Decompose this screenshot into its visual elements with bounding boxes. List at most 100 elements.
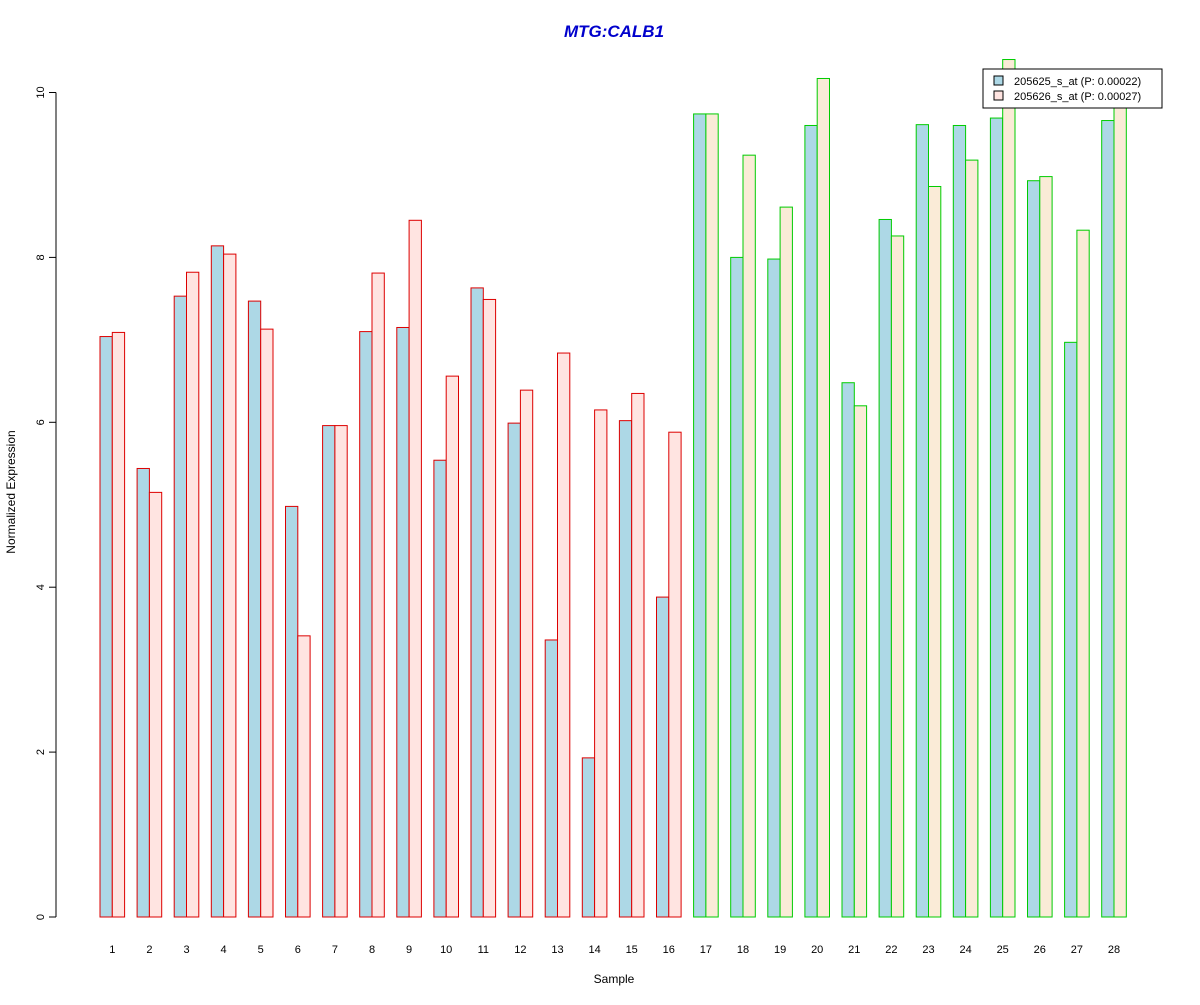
bar-205625-sample-19 — [767, 258, 781, 918]
x-tick-label: 2 — [146, 944, 152, 956]
y-tick-label: 2 — [35, 749, 47, 755]
bar-205625-sample-1 — [99, 336, 113, 918]
bar-205626-sample-16 — [668, 431, 682, 918]
bar-205626-sample-11 — [482, 298, 497, 918]
bar-205626-sample-13 — [557, 352, 571, 918]
x-tick-label: 14 — [588, 944, 600, 956]
bar-205625-sample-28 — [1101, 120, 1115, 918]
y-axis-label: Normalized Expression — [4, 430, 18, 553]
bar-205626-sample-21 — [853, 405, 868, 918]
x-tick-label: 8 — [369, 944, 375, 956]
bar-205625-sample-25 — [989, 117, 1004, 918]
bar-205626-sample-17 — [705, 113, 719, 918]
bar-205625-sample-9 — [396, 326, 410, 918]
x-tick-label: 1 — [109, 944, 115, 956]
x-tick-label: 6 — [295, 944, 301, 956]
x-tick-label: 27 — [1071, 944, 1083, 956]
bar-205626-sample-23 — [928, 185, 942, 918]
x-tick-label: 4 — [221, 944, 227, 956]
chart-title: MTG:CALB1 — [564, 22, 664, 41]
legend-label-205626: 205626_s_at (P: 0.00027) — [1014, 91, 1141, 103]
bar-205625-sample-15 — [618, 420, 633, 918]
x-tick-label: 17 — [700, 944, 712, 956]
x-tick-labels: 1 2 3 4 5 6 7 8 9 10 11 12 13 14 15 16 17 18 19 20 21 22 23 24 2… — [109, 944, 1120, 956]
y-tick-label: 4 — [35, 584, 47, 590]
y-tick-label: 8 — [35, 254, 47, 260]
bar-205625-sample-21 — [841, 382, 855, 918]
bar-205626-sample-4 — [223, 253, 237, 918]
bar-205625-sample-6 — [285, 505, 299, 918]
bar-205626-sample-9 — [408, 219, 422, 918]
x-tick-label: 25 — [997, 944, 1009, 956]
x-tick-label: 10 — [440, 944, 452, 956]
bar-205626-sample-6 — [297, 635, 311, 918]
bar-205626-sample-24 — [965, 159, 979, 918]
bar-205626-sample-20 — [816, 77, 831, 918]
bar-205625-sample-12 — [507, 422, 521, 918]
legend-box — [982, 68, 1163, 109]
y-tick-label: 6 — [35, 419, 47, 425]
bar-205626-sample-7 — [334, 425, 348, 918]
bar-205626-sample-22 — [890, 235, 905, 918]
x-tick-label: 3 — [183, 944, 189, 956]
legend-label-205625: 205625_s_at (P: 0.00022) — [1014, 76, 1141, 88]
bar-205625-sample-23 — [915, 124, 930, 918]
bar-205625-sample-11 — [470, 287, 484, 918]
x-tick-label: 28 — [1108, 944, 1120, 956]
bar-205626-sample-1 — [111, 331, 126, 918]
x-tick-label: 11 — [478, 944, 489, 956]
x-tick-label: 24 — [959, 944, 971, 956]
bar-205626-sample-27 — [1076, 229, 1090, 918]
x-tick-label: 15 — [626, 944, 638, 956]
bar-205625-sample-10 — [433, 459, 447, 918]
bar-205626-sample-15 — [631, 392, 645, 918]
legend-swatch-205626 — [993, 90, 1004, 101]
bar-205626-sample-28 — [1113, 96, 1127, 918]
x-tick-label: 22 — [885, 944, 897, 956]
bar-205625-sample-14 — [581, 757, 596, 918]
bar-205625-sample-13 — [544, 639, 559, 918]
y-tick-label: 10 — [35, 86, 47, 98]
x-tick-label: 19 — [774, 944, 786, 956]
x-axis-label: Sample — [594, 972, 635, 986]
bar-205625-sample-8 — [359, 331, 373, 918]
bar-205626-sample-19 — [779, 206, 793, 918]
x-tick-label: 18 — [737, 944, 749, 956]
bar-205625-sample-27 — [1064, 341, 1078, 918]
bar-205625-sample-7 — [322, 425, 336, 918]
bar-205625-sample-20 — [804, 124, 818, 918]
x-tick-label: 5 — [258, 944, 264, 956]
x-tick-label: 12 — [514, 944, 526, 956]
bar-205626-sample-26 — [1039, 176, 1053, 918]
bar-205626-sample-8 — [371, 272, 385, 918]
bar-205625-sample-2 — [136, 467, 150, 918]
bar-205626-sample-10 — [445, 375, 460, 918]
bar-205626-sample-5 — [260, 328, 274, 918]
bar-205626-sample-2 — [148, 491, 163, 918]
bar-205626-sample-14 — [594, 409, 608, 918]
bar-205625-sample-18 — [730, 256, 744, 918]
bar-205625-sample-5 — [247, 300, 262, 918]
bar-205625-sample-17 — [693, 113, 707, 918]
bar-205625-sample-24 — [952, 124, 967, 918]
bar-205626-sample-18 — [742, 154, 756, 918]
bar-205625-sample-4 — [210, 245, 225, 918]
x-tick-label: 7 — [332, 944, 338, 956]
legend: 205625_s_at (P: 0.00022) 205626_s_at (P: … — [982, 68, 1163, 109]
x-tick-label: 16 — [663, 944, 675, 956]
x-tick-label: 21 — [848, 944, 860, 956]
y-tick-label: 0 — [35, 914, 47, 920]
x-tick-label: 13 — [551, 944, 563, 956]
x-tick-label: 26 — [1034, 944, 1046, 956]
bar-205625-sample-26 — [1027, 180, 1041, 918]
x-tick-label: 20 — [811, 944, 823, 956]
bar-205626-sample-12 — [519, 389, 534, 918]
bar-205625-sample-22 — [878, 218, 892, 918]
x-tick-label: 23 — [922, 944, 934, 956]
legend-swatch-205625 — [993, 75, 1004, 86]
x-tick-label: 9 — [406, 944, 412, 956]
bar-205626-sample-3 — [186, 271, 200, 918]
bar-205625-sample-3 — [173, 295, 187, 918]
